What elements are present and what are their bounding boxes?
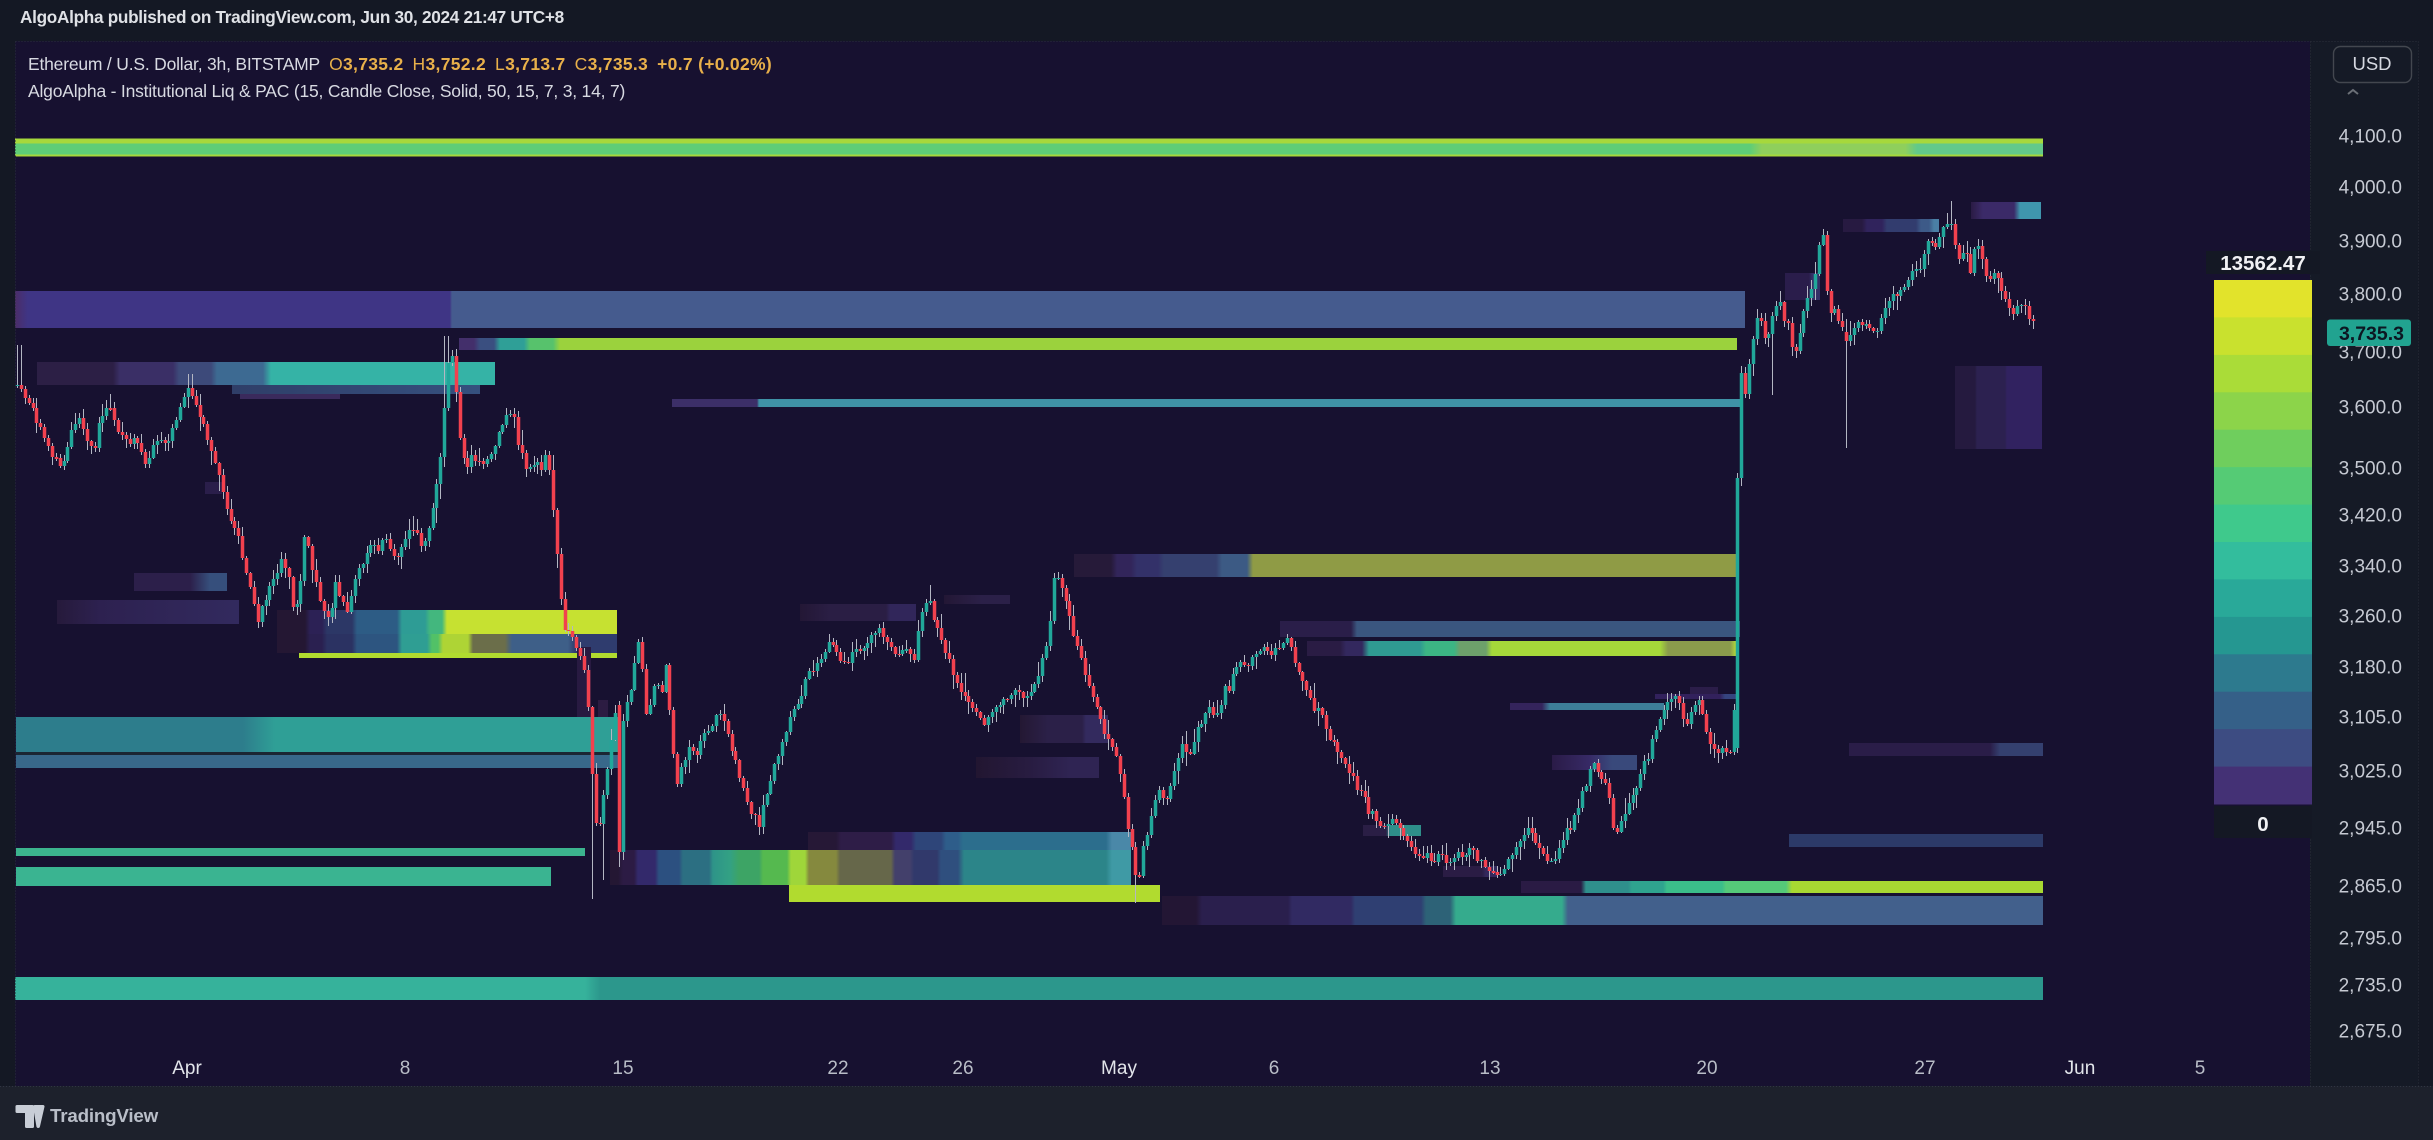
svg-text:3,600.0: 3,600.0	[2339, 398, 2402, 419]
svg-text:2,795.0: 2,795.0	[2339, 929, 2402, 950]
svg-text:2,865.0: 2,865.0	[2339, 877, 2402, 898]
svg-text:3,500.0: 3,500.0	[2339, 459, 2402, 480]
svg-text:0: 0	[2257, 813, 2268, 836]
svg-text:TradingView: TradingView	[50, 1105, 159, 1126]
svg-text:6: 6	[1269, 1058, 1280, 1079]
svg-text:USD: USD	[2352, 53, 2391, 74]
svg-text:2,945.0: 2,945.0	[2339, 819, 2402, 840]
svg-text:Ethereum / U.S. Dollar, 3h, BI: Ethereum / U.S. Dollar, 3h, BITSTAMP O3,…	[28, 54, 772, 74]
svg-text:20: 20	[1696, 1058, 1717, 1079]
svg-text:3,340.0: 3,340.0	[2339, 557, 2402, 578]
svg-text:2,735.0: 2,735.0	[2339, 976, 2402, 997]
svg-text:26: 26	[952, 1058, 973, 1079]
svg-text:Jun: Jun	[2065, 1058, 2096, 1079]
svg-text:3,180.0: 3,180.0	[2339, 658, 2402, 679]
svg-text:AlgoAlpha published on Trading: AlgoAlpha published on TradingView.com, …	[20, 7, 565, 27]
svg-text:5: 5	[2195, 1058, 2206, 1079]
svg-text:13562.47: 13562.47	[2220, 252, 2306, 275]
svg-text:22: 22	[827, 1058, 848, 1079]
svg-text:4,100.0: 4,100.0	[2339, 127, 2402, 148]
svg-text:3,700.0: 3,700.0	[2339, 343, 2402, 364]
svg-text:3,025.0: 3,025.0	[2339, 762, 2402, 783]
svg-text:15: 15	[612, 1058, 633, 1079]
svg-text:27: 27	[1914, 1058, 1935, 1079]
svg-text:AlgoAlpha - Institutional Liq: AlgoAlpha - Institutional Liq & PAC (15,…	[28, 81, 625, 101]
svg-text:3,105.0: 3,105.0	[2339, 708, 2402, 729]
svg-text:Apr: Apr	[172, 1058, 202, 1079]
svg-text:May: May	[1101, 1058, 1137, 1079]
svg-text:3,900.0: 3,900.0	[2339, 232, 2402, 253]
svg-text:3,735.3: 3,735.3	[2339, 323, 2404, 345]
svg-text:3,420.0: 3,420.0	[2339, 506, 2402, 527]
svg-text:3,800.0: 3,800.0	[2339, 285, 2402, 306]
svg-text:2,675.0: 2,675.0	[2339, 1022, 2402, 1043]
svg-text:13: 13	[1479, 1058, 1500, 1079]
svg-text:8: 8	[400, 1058, 411, 1079]
svg-text:3,260.0: 3,260.0	[2339, 607, 2402, 628]
svg-text:4,000.0: 4,000.0	[2339, 178, 2402, 199]
